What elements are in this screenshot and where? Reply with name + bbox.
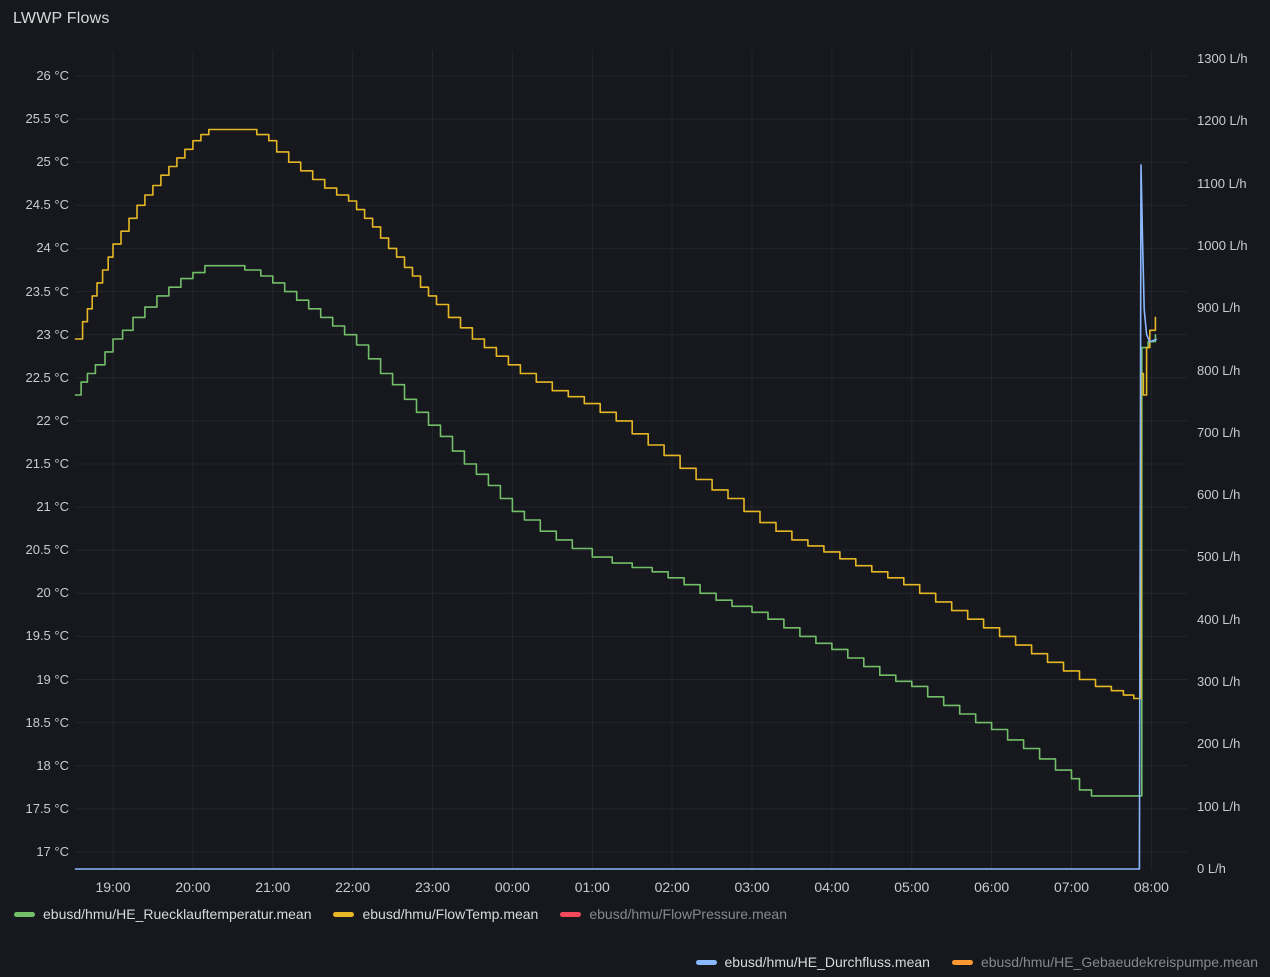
y-left-tick-label: 23.5 °C [25, 283, 69, 299]
y-left-tick-label: 25.5 °C [25, 111, 69, 127]
x-tick-label: 07:00 [1053, 879, 1090, 895]
y-right-tick-label: 300 L/h [1197, 674, 1241, 690]
y-left-tick-label: 17 °C [36, 843, 69, 859]
legend-swatch-icon [951, 959, 973, 965]
x-tick-label: 20:00 [175, 879, 211, 895]
y-right-tick-label: 100 L/h [1197, 798, 1241, 814]
panel-title[interactable]: LWWP Flows [13, 10, 110, 27]
x-tick-label: 00:00 [494, 879, 530, 895]
y-left-tick-label: 17.5 °C [25, 800, 69, 816]
y-right-tick-label: 1000 L/h [1197, 237, 1248, 253]
y-right-tick-label: 600 L/h [1197, 487, 1241, 503]
legend-swatch-icon [560, 911, 582, 917]
x-tick-label: 05:00 [894, 879, 930, 895]
legend-item[interactable]: ebusd/hmu/HE_Ruecklauftemperatur.mean [14, 906, 311, 922]
x-tick-label: 23:00 [414, 879, 451, 895]
y-left-tick-label: 26 °C [36, 68, 69, 83]
y-left-tick-label: 24.5 °C [25, 197, 69, 213]
y-left-tick-label: 23 °C [36, 326, 69, 342]
series-line[interactable] [74, 164, 1157, 870]
y-right-tick-label: 800 L/h [1197, 362, 1241, 378]
x-tick-label: 06:00 [974, 879, 1010, 895]
legend-label[interactable]: ebusd/hmu/HE_Durchfluss.mean [724, 954, 930, 970]
y-left-tick-label: 18.5 °C [25, 714, 69, 730]
legend-swatch-icon [695, 959, 717, 965]
legend-item[interactable]: ebusd/hmu/HE_Durchfluss.mean [695, 954, 930, 970]
x-tick-label: 08:00 [1133, 879, 1169, 895]
y-left-tick-label: 22.5 °C [25, 369, 69, 385]
y-left-tick-label: 20 °C [36, 585, 69, 601]
legend-swatch-icon [333, 911, 355, 917]
x-tick-label: 02:00 [654, 879, 690, 895]
y-left-tick-label: 21 °C [36, 499, 69, 515]
legend-label[interactable]: ebusd/hmu/FlowTemp.mean [362, 906, 539, 922]
legend-label[interactable]: ebusd/hmu/HE_Ruecklauftemperatur.mean [43, 906, 312, 922]
legend-swatch-icon [14, 911, 35, 917]
x-tick-label: 22:00 [335, 879, 371, 895]
y-left-tick-label: 24 °C [36, 240, 69, 256]
y-right-tick-label: 500 L/h [1197, 549, 1241, 565]
x-tick-label: 03:00 [734, 879, 770, 895]
legend-item[interactable]: ebusd/hmu/HE_Gebaeudekreispumpe.mean [951, 954, 1258, 970]
legend-item[interactable]: ebusd/hmu/FlowTemp.mean [333, 906, 538, 922]
y-right-tick-label: 700 L/h [1197, 424, 1241, 440]
y-right-tick-label: 400 L/h [1197, 611, 1241, 627]
y-left-tick-label: 21.5 °C [25, 455, 69, 471]
y-right-tick-label: 200 L/h [1197, 736, 1241, 752]
legend-label[interactable]: ebusd/hmu/FlowPressure.mean [589, 906, 788, 922]
legend-item[interactable]: ebusd/hmu/FlowPressure.mean [560, 906, 787, 922]
series-line[interactable] [74, 128, 1157, 700]
y-right-tick-label: 1300 L/h [1197, 51, 1248, 66]
x-tick-label: 19:00 [95, 879, 131, 895]
y-left-tick-label: 19 °C [36, 671, 69, 687]
y-right-tick-label: 0 L/h [1197, 861, 1226, 876]
y-right-tick-label: 1200 L/h [1197, 113, 1248, 129]
legend-row-1: ebusd/hmu/HE_Ruecklauftemperatur.mean ebu… [14, 906, 787, 922]
y-right-tick-label: 1100 L/h [1197, 175, 1247, 191]
legend-label[interactable]: ebusd/hmu/HE_Gebaeudekreispumpe.mean [980, 954, 1258, 970]
y-right-tick-label: 900 L/h [1197, 300, 1241, 316]
y-left-tick-label: 22 °C [36, 412, 69, 428]
legend-row-2: ebusd/hmu/HE_Durchfluss.mean ebusd/hmu/HE… [695, 954, 1258, 970]
x-tick-label: 01:00 [574, 879, 610, 895]
x-tick-label: 21:00 [255, 879, 291, 895]
y-left-tick-label: 18 °C [36, 757, 69, 773]
x-tick-label: 04:00 [814, 879, 850, 895]
y-left-tick-label: 20.5 °C [25, 542, 69, 558]
y-left-tick-label: 19.5 °C [25, 628, 69, 644]
series-line[interactable] [74, 264, 1157, 797]
y-left-tick-label: 25 °C [36, 154, 69, 170]
